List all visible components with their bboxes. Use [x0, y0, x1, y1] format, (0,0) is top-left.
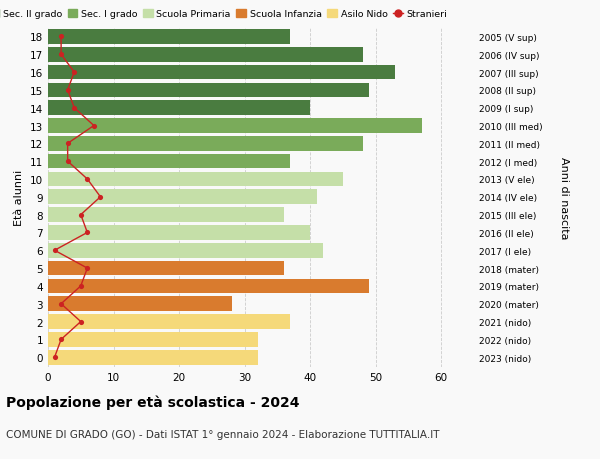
- Point: [76, 318, 86, 325]
- Bar: [48, 261, 284, 276]
- Point: [89, 123, 98, 130]
- Bar: [48, 190, 317, 205]
- Point: [95, 194, 105, 201]
- Point: [50, 247, 59, 254]
- Point: [56, 336, 66, 343]
- Bar: [48, 30, 290, 45]
- Point: [83, 176, 92, 183]
- Bar: [48, 208, 284, 223]
- Point: [70, 69, 79, 77]
- Point: [56, 300, 66, 308]
- Point: [56, 51, 66, 59]
- Point: [83, 229, 92, 236]
- Text: COMUNE DI GRADO (GO) - Dati ISTAT 1° gennaio 2024 - Elaborazione TUTTITALIA.IT: COMUNE DI GRADO (GO) - Dati ISTAT 1° gen…: [6, 429, 439, 439]
- Legend: Sec. II grado, Sec. I grado, Scuola Primaria, Scuola Infanzia, Asilo Nido, Stran: Sec. II grado, Sec. I grado, Scuola Prim…: [0, 10, 447, 19]
- Bar: [48, 297, 232, 311]
- Point: [50, 354, 59, 361]
- Y-axis label: Anni di nascita: Anni di nascita: [559, 156, 569, 239]
- Point: [63, 158, 73, 166]
- Bar: [48, 66, 395, 80]
- Point: [83, 265, 92, 272]
- Bar: [48, 172, 343, 187]
- Point: [70, 105, 79, 112]
- Bar: [48, 332, 258, 347]
- Bar: [48, 226, 310, 240]
- Point: [63, 140, 73, 148]
- Bar: [48, 137, 362, 151]
- Bar: [48, 119, 422, 134]
- Text: Popolazione per età scolastica - 2024: Popolazione per età scolastica - 2024: [6, 395, 299, 409]
- Point: [56, 34, 66, 41]
- Bar: [48, 155, 290, 169]
- Point: [63, 87, 73, 95]
- Bar: [48, 279, 369, 294]
- Point: [76, 283, 86, 290]
- Bar: [48, 48, 362, 62]
- Point: [76, 212, 86, 219]
- Bar: [48, 243, 323, 258]
- Bar: [48, 101, 310, 116]
- Bar: [48, 350, 258, 365]
- Y-axis label: Età alunni: Età alunni: [14, 169, 25, 225]
- Bar: [48, 84, 369, 98]
- Bar: [48, 314, 290, 329]
